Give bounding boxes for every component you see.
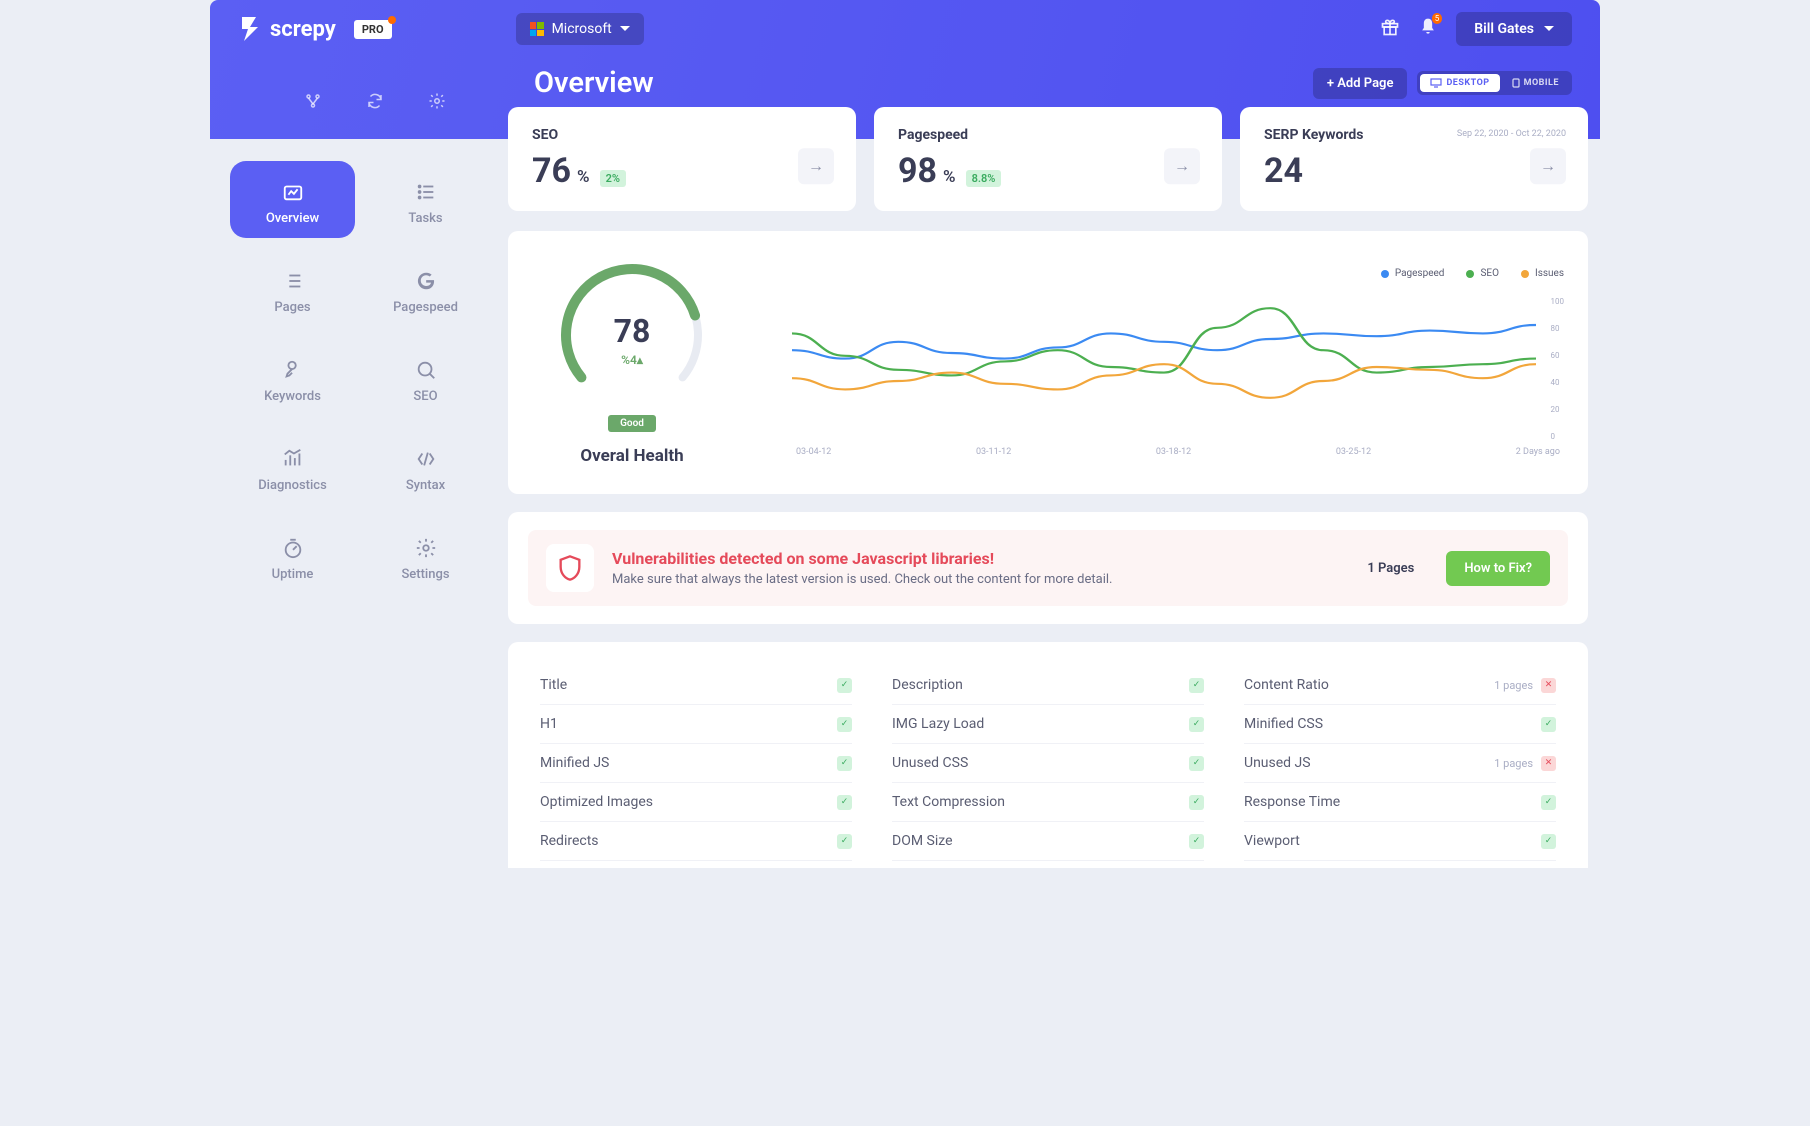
stat-value: 98 <box>898 151 937 191</box>
check-row[interactable]: Unused JS1 pages✕ <box>1244 744 1556 783</box>
gift-icon[interactable] <box>1380 17 1400 41</box>
logo-text: screpy <box>270 17 336 42</box>
stat-value: 76 <box>532 151 571 191</box>
stat-arrow-button[interactable]: → <box>798 148 834 184</box>
user-menu[interactable]: Bill Gates <box>1456 12 1572 46</box>
nav-diagnostics[interactable]: Diagnostics <box>230 428 355 505</box>
check-row[interactable]: H1✓ <box>540 705 852 744</box>
desktop-toggle[interactable]: DESKTOP <box>1420 74 1499 92</box>
legend-item: SEO <box>1466 268 1499 279</box>
stat-date: Sep 22, 2020 - Oct 22, 2020 <box>1457 129 1566 139</box>
logo-icon <box>238 15 262 43</box>
pro-badge: PRO <box>354 20 392 39</box>
stat-seo: SEO 76 % 2% → <box>508 107 856 211</box>
page-title: Overview <box>534 66 654 100</box>
health-gauge: 78 %4▴ <box>556 259 708 411</box>
checks-card: Title✓H1✓Minified JS✓Optimized Images✓Re… <box>508 642 1588 868</box>
check-row[interactable]: Title✓ <box>540 666 852 705</box>
alert-description: Make sure that always the latest version… <box>612 572 1349 587</box>
stat-delta: 8.8% <box>966 170 1002 187</box>
alert-pages: 1 Pages <box>1367 561 1414 576</box>
stat-delta: 2% <box>600 170 626 187</box>
sidebar: OverviewTasksPagesPagespeedKeywordsSEODi… <box>210 139 508 868</box>
check-row[interactable]: IMG Alt✓ <box>1244 861 1556 868</box>
device-toggle: DESKTOP MOBILE <box>1417 71 1572 95</box>
nav-seo[interactable]: SEO <box>363 339 488 416</box>
notif-badge: 5 <box>1432 13 1443 24</box>
stat-arrow-button[interactable]: → <box>1530 148 1566 184</box>
check-row[interactable]: Redirects✓ <box>540 822 852 861</box>
alert-title: Vulnerabilities detected on some Javascr… <box>612 549 1349 568</box>
shield-icon <box>546 544 594 592</box>
gear-icon[interactable] <box>428 92 446 110</box>
nav-uptime[interactable]: Uptime <box>230 517 355 594</box>
site-name: Microsoft <box>552 21 612 37</box>
stat-value: 24 <box>1264 151 1303 191</box>
gauge-title: Overal Health <box>532 446 732 466</box>
check-row[interactable]: Description✓ <box>892 666 1204 705</box>
gauge-badge: Good <box>608 415 656 432</box>
stat-arrow-button[interactable]: → <box>1164 148 1200 184</box>
chevron-down-icon <box>620 26 630 32</box>
chart-card: 78 %4▴ Good Overal Health Pagespeed SEO Is… <box>508 231 1588 494</box>
check-row[interactable]: Content Ratio1 pages✕ <box>1244 666 1556 705</box>
refresh-icon[interactable] <box>366 92 384 110</box>
main-content: SEO 76 % 2% → Pagespeed 98 % 8.8% → <box>508 107 1600 868</box>
line-chart <box>792 297 1536 437</box>
stat-label: Pagespeed <box>898 127 1198 143</box>
check-row[interactable]: Minified CSS✓ <box>1244 705 1556 744</box>
stat-label: SEO <box>532 127 832 143</box>
chevron-down-icon <box>1544 26 1554 32</box>
legend-item: Issues <box>1521 268 1564 279</box>
check-row[interactable]: Structured Data1 pages✕ <box>892 861 1204 868</box>
nav-pagespeed[interactable]: Pagespeed <box>363 250 488 327</box>
notifications-button[interactable]: 5 <box>1418 17 1438 41</box>
network-icon[interactable] <box>304 92 322 110</box>
gauge-value: 78 <box>614 312 651 350</box>
check-row[interactable]: DOM Size✓ <box>892 822 1204 861</box>
check-row[interactable]: IMG Lazy Load✓ <box>892 705 1204 744</box>
logo[interactable]: screpy PRO <box>238 15 392 43</box>
stat-pagespeed: Pagespeed 98 % 8.8% → <box>874 107 1222 211</box>
check-row[interactable]: Text Compression✓ <box>892 783 1204 822</box>
check-row[interactable]: Unused CSS✓ <box>892 744 1204 783</box>
nav-settings[interactable]: Settings <box>363 517 488 594</box>
check-row[interactable]: Optimized Images✓ <box>540 783 852 822</box>
desktop-icon <box>1430 78 1442 88</box>
nav-pages[interactable]: Pages <box>230 250 355 327</box>
check-row[interactable]: Viewport✓ <box>1244 822 1556 861</box>
stat-serp: SERP Keywords Sep 22, 2020 - Oct 22, 202… <box>1240 107 1588 211</box>
nav-overview[interactable]: Overview <box>230 161 355 238</box>
nav-syntax[interactable]: Syntax <box>363 428 488 505</box>
alert-card: Vulnerabilities detected on some Javascr… <box>508 512 1588 624</box>
nav-tasks[interactable]: Tasks <box>363 161 488 238</box>
add-page-button[interactable]: + Add Page <box>1313 68 1408 99</box>
mobile-toggle[interactable]: MOBILE <box>1502 74 1569 92</box>
nav-keywords[interactable]: Keywords <box>230 339 355 416</box>
check-row[interactable]: Crawlable✓ <box>540 861 852 868</box>
legend-item: Pagespeed <box>1381 268 1445 279</box>
site-dropdown[interactable]: Microsoft <box>516 13 644 45</box>
check-row[interactable]: Response Time✓ <box>1244 783 1556 822</box>
user-name: Bill Gates <box>1474 21 1534 37</box>
how-to-fix-button[interactable]: How to Fix? <box>1446 551 1550 586</box>
mobile-icon <box>1512 78 1520 88</box>
gauge-change: %4▴ <box>621 353 643 367</box>
microsoft-icon <box>530 22 544 36</box>
check-row[interactable]: Minified JS✓ <box>540 744 852 783</box>
